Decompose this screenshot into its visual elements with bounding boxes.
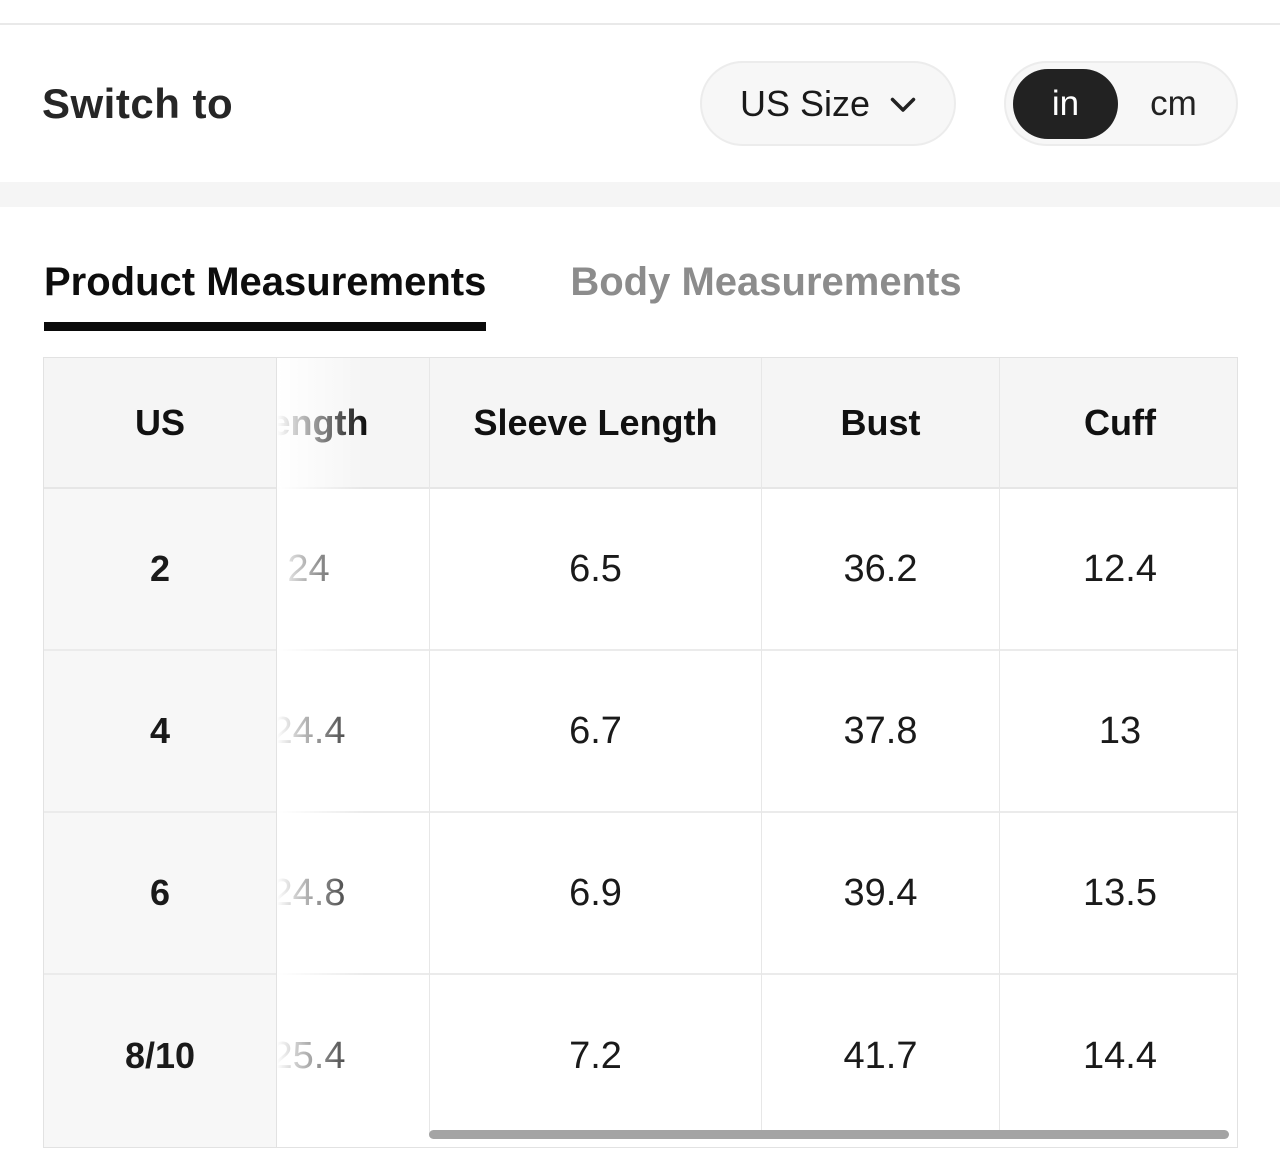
size-system-label: US Size	[739, 82, 870, 124]
table-cell: 13.5	[1000, 813, 1237, 975]
table-column-cuff: Cuff 12.4 13 13.5 14.4	[1000, 358, 1237, 1137]
table-scroll-content: Length 24 24.4 24.8 25.4 Sleeve Length 6…	[277, 358, 1237, 1137]
table-column-us: US 2 4 6 8/10	[44, 358, 277, 1147]
table-cell: 2	[44, 489, 276, 651]
table-column-length: Length 24 24.4 24.8 25.4	[277, 358, 430, 1137]
horizontal-scrollbar-thumb[interactable]	[429, 1130, 1229, 1139]
unit-option-cm[interactable]: cm	[1150, 83, 1197, 123]
header-cell-us: US	[44, 358, 276, 489]
table-cell: 6.7	[430, 651, 761, 813]
table-cell: 14.4	[1000, 975, 1237, 1137]
unit-option-in[interactable]: in	[1013, 68, 1118, 139]
table-cell: 24.8	[277, 813, 429, 975]
table-cell: 25.4	[277, 975, 429, 1137]
table-cell: 6.5	[430, 489, 761, 651]
top-divider	[0, 23, 1280, 25]
table-column-sleeve-length: Sleeve Length 6.5 6.7 6.9 7.2	[430, 358, 762, 1137]
switch-to-label: Switch to	[42, 79, 234, 127]
header-cell-cuff: Cuff	[1000, 358, 1237, 489]
header-band: Switch to US Size in cm	[0, 25, 1280, 182]
header-controls: US Size in cm	[699, 61, 1238, 146]
tab-body-measurements[interactable]: Body Measurements	[570, 260, 962, 304]
table-scroll-viewport: Length 24 24.4 24.8 25.4 Sleeve Length 6…	[277, 358, 1237, 1147]
table-cell: 7.2	[430, 975, 761, 1137]
tab-product-measurements[interactable]: Product Measurements	[44, 260, 487, 331]
table-cell: 6.9	[430, 813, 761, 975]
table-cell: 24	[277, 489, 429, 651]
table-cell: 6	[44, 813, 276, 975]
header-cell-length: Length	[277, 358, 429, 489]
table-cell: 41.7	[762, 975, 999, 1137]
header-cell-sleeve-length: Sleeve Length	[430, 358, 761, 489]
table-cell: 13	[1000, 651, 1237, 813]
table-cell: 8/10	[44, 975, 276, 1137]
measurement-tabs: Product Measurements Body Measurements	[44, 260, 962, 331]
table-cell: 12.4	[1000, 489, 1237, 651]
table-column-bust: Bust 36.2 37.8 39.4 41.7	[762, 358, 1000, 1137]
size-system-dropdown[interactable]: US Size	[699, 61, 956, 146]
chevron-down-icon	[890, 93, 916, 114]
table-cell: 4	[44, 651, 276, 813]
table-cell: 24.4	[277, 651, 429, 813]
section-separator-strip	[0, 182, 1280, 207]
table-cell: 37.8	[762, 651, 999, 813]
header-cell-bust: Bust	[762, 358, 999, 489]
unit-toggle: in cm	[1004, 61, 1238, 146]
table-cell: 39.4	[762, 813, 999, 975]
table-cell: 36.2	[762, 489, 999, 651]
size-table: US 2 4 6 8/10 Length 24 24.4 24.8 25.4 S…	[43, 357, 1238, 1148]
